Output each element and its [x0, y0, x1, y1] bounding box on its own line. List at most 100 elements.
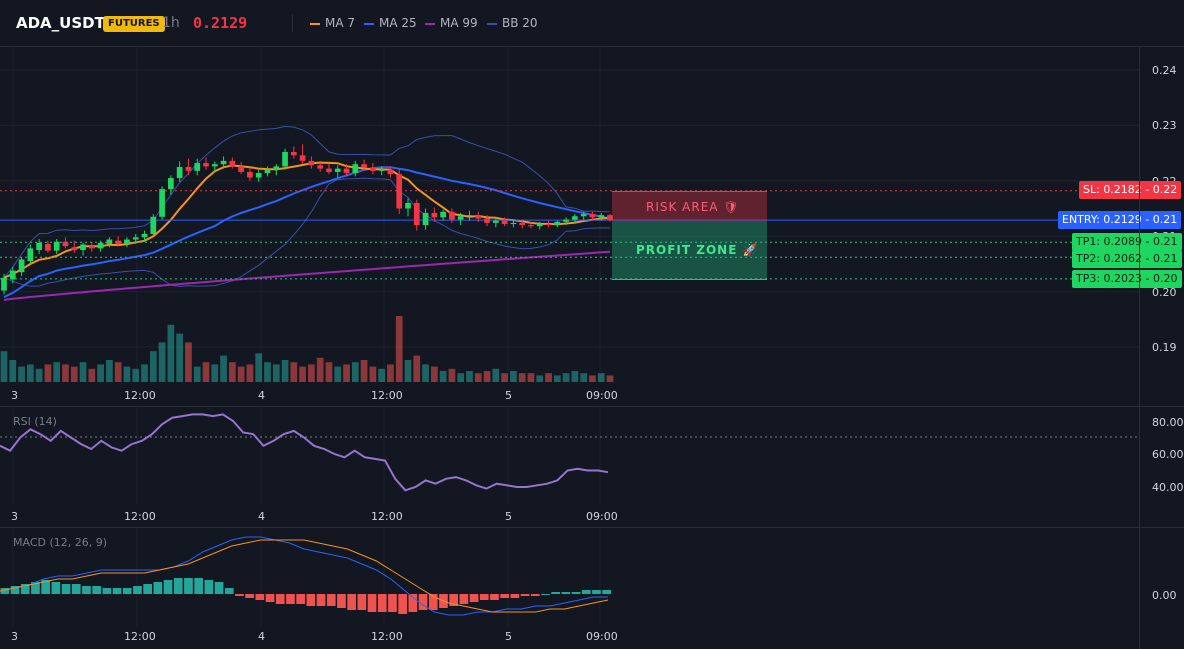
macd-histogram-bar [31, 582, 40, 594]
macd-histogram-bar [275, 594, 285, 604]
macd-label: MACD (12, 26, 9) [13, 536, 108, 549]
volume-bar [492, 368, 500, 382]
volume-bar [483, 371, 491, 382]
volume-bar [387, 364, 394, 382]
candle-body [431, 212, 438, 218]
time-axis-label: 3 [11, 630, 18, 643]
legend-ma7[interactable]: MA 7 [310, 16, 355, 30]
candle-body [343, 168, 350, 174]
volume-bar [132, 368, 140, 382]
macd-histogram-bar [163, 580, 173, 594]
macd-histogram-bar [133, 586, 142, 594]
legend-ma99[interactable]: MA 99 [425, 16, 478, 30]
macd-histogram-bar [479, 594, 489, 600]
candle-body [299, 155, 306, 161]
price-axis-label: 0.23 [1152, 119, 1177, 132]
volume-bar [176, 333, 184, 382]
macd-histogram-bar [408, 594, 418, 612]
macd-separator [0, 527, 1184, 528]
volume-bar [167, 324, 175, 382]
legend-ma25-label: MA 25 [379, 16, 417, 30]
volume-bar [466, 371, 473, 382]
candle-body [352, 164, 359, 174]
header-separator [0, 46, 1184, 47]
interval-label[interactable]: 1h [162, 15, 180, 31]
time-axis-label: 3 [11, 389, 18, 402]
candle-body [18, 259, 25, 273]
futures-badge: FUTURES [103, 16, 165, 32]
legend-ma99-label: MA 99 [440, 16, 478, 30]
candle-body [229, 160, 236, 167]
candle-body [264, 169, 271, 174]
volume-bar [501, 373, 508, 382]
time-axis-label: 12:00 [124, 389, 156, 402]
macd-line [0, 536, 608, 616]
volume-bar [580, 373, 588, 382]
volume-bar [246, 364, 254, 382]
volume-bar [369, 366, 377, 382]
price-chart[interactable] [0, 46, 1184, 406]
volume-bar [299, 366, 306, 382]
volume-bar [141, 364, 148, 382]
ma99-line [3, 250, 611, 301]
macd-histogram-bar [428, 594, 438, 610]
macd-histogram-bar [449, 594, 458, 606]
volume-bar [413, 355, 421, 382]
macd-histogram-bar [500, 594, 509, 598]
time-axis-label: 5 [505, 630, 512, 643]
volume-bar [360, 360, 368, 382]
sl-tag: SL: 0.2182 - 0.22 [1079, 181, 1182, 199]
macd-histogram-bar [469, 594, 479, 602]
macd-signal-line [0, 539, 609, 613]
macd-histogram-bar [10, 586, 20, 594]
symbol-label[interactable]: ADA_USDT [16, 14, 105, 32]
macd-histogram-bar [520, 594, 530, 596]
volume-bar [308, 364, 315, 382]
macd-histogram-bar [265, 594, 275, 602]
time-axis-label: 4 [258, 510, 265, 523]
candle-body [106, 239, 113, 244]
volume-bar [149, 351, 157, 382]
candle-body [545, 224, 552, 226]
volume-bar [553, 375, 561, 382]
time-axis-label: 09:00 [586, 389, 618, 402]
candle-body [317, 165, 324, 169]
profit-zone: PROFIT ZONE 🚀 [612, 221, 767, 280]
time-axis-label: 12:00 [124, 510, 156, 523]
volume-bar [220, 355, 227, 382]
sl-tag-value: SL: 0.2182 [1083, 183, 1142, 196]
volume-bar [88, 368, 96, 382]
macd-histogram-bar [296, 594, 305, 604]
candle-body [273, 166, 280, 170]
macd-chart[interactable] [0, 528, 1184, 628]
entry-tag-side: 0.21 [1152, 213, 1178, 226]
time-axis-label: 12:00 [124, 630, 156, 643]
macd-histogram-bar [255, 594, 265, 600]
macd-histogram-bar [306, 594, 316, 606]
time-axis-label: 09:00 [586, 630, 618, 643]
candle-body [159, 189, 165, 217]
macd-histogram-bar [224, 588, 234, 594]
volume-bar [334, 366, 342, 382]
rsi-chart[interactable] [0, 407, 1184, 507]
macd-histogram-bar [326, 594, 336, 606]
candle-body [484, 218, 490, 223]
macd-histogram-bar [592, 590, 601, 594]
candle-body [475, 215, 482, 219]
ma25-swatch-icon [364, 22, 374, 25]
rsi-line [0, 413, 609, 492]
legend-ma25[interactable]: MA 25 [364, 16, 417, 30]
volume-bar [70, 366, 78, 382]
macd-histogram-bar [398, 594, 407, 614]
candle-body [27, 248, 34, 262]
candle-body [150, 216, 157, 234]
price-axis-label: 0.19 [1152, 341, 1177, 354]
macd-histogram-bar [51, 582, 61, 594]
macd-histogram-bar [173, 578, 183, 594]
legend-bb20[interactable]: BB 20 [487, 16, 538, 30]
volume-bar [53, 362, 61, 382]
candle-body [9, 270, 16, 280]
volume-bar [202, 362, 210, 382]
macd-histogram-bar [112, 588, 122, 594]
tp1-tag-side: 0.21 [1153, 235, 1178, 248]
